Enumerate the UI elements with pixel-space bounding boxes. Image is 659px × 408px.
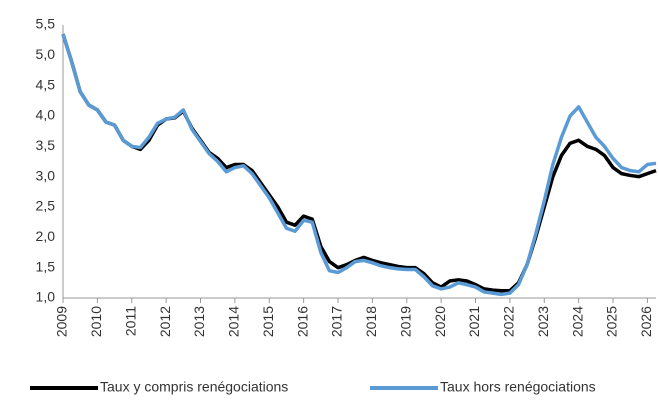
y-tick-label: 4,5 bbox=[36, 76, 56, 92]
x-tick-label: 2011 bbox=[122, 306, 138, 336]
x-tick-label: 2015 bbox=[260, 306, 276, 337]
y-tick-label: 5,5 bbox=[36, 16, 56, 32]
x-tick-label: 2018 bbox=[363, 306, 379, 337]
x-tick-label: 2023 bbox=[535, 306, 551, 337]
y-tick-label: 1,5 bbox=[36, 258, 56, 274]
x-tick-label: 2022 bbox=[501, 306, 517, 337]
series-line bbox=[61, 33, 657, 297]
y-tick-label: 3,0 bbox=[36, 167, 56, 183]
x-tick-label: 2021 bbox=[466, 306, 482, 337]
x-tick-label: 2020 bbox=[432, 306, 448, 337]
series-line bbox=[61, 33, 657, 293]
x-tick-label: 2025 bbox=[604, 306, 620, 337]
y-tick-label: 1,0 bbox=[36, 289, 56, 305]
x-tick-label: 2016 bbox=[294, 306, 310, 337]
y-tick-label: 5,0 bbox=[36, 46, 56, 62]
x-tick-label: 2019 bbox=[397, 306, 413, 337]
y-tick-label: 4,0 bbox=[36, 107, 56, 123]
x-tick-label: 2024 bbox=[569, 306, 585, 337]
legend-label: Taux hors renégociations bbox=[440, 379, 596, 395]
x-tick-label: 2012 bbox=[157, 306, 173, 337]
legend-label: Taux y compris renégociations bbox=[100, 379, 288, 395]
x-tick-label: 2010 bbox=[88, 306, 104, 337]
y-tick-label: 3,5 bbox=[36, 137, 56, 153]
x-tick-label: 2013 bbox=[191, 306, 207, 337]
y-tick-label: 2,0 bbox=[36, 228, 56, 244]
y-tick-label: 2,5 bbox=[36, 198, 56, 214]
x-tick-label: 2017 bbox=[329, 306, 345, 337]
x-tick-label: 2026 bbox=[638, 306, 654, 337]
x-tick-label: 2009 bbox=[54, 306, 70, 337]
x-tick-label: 2014 bbox=[226, 306, 242, 337]
